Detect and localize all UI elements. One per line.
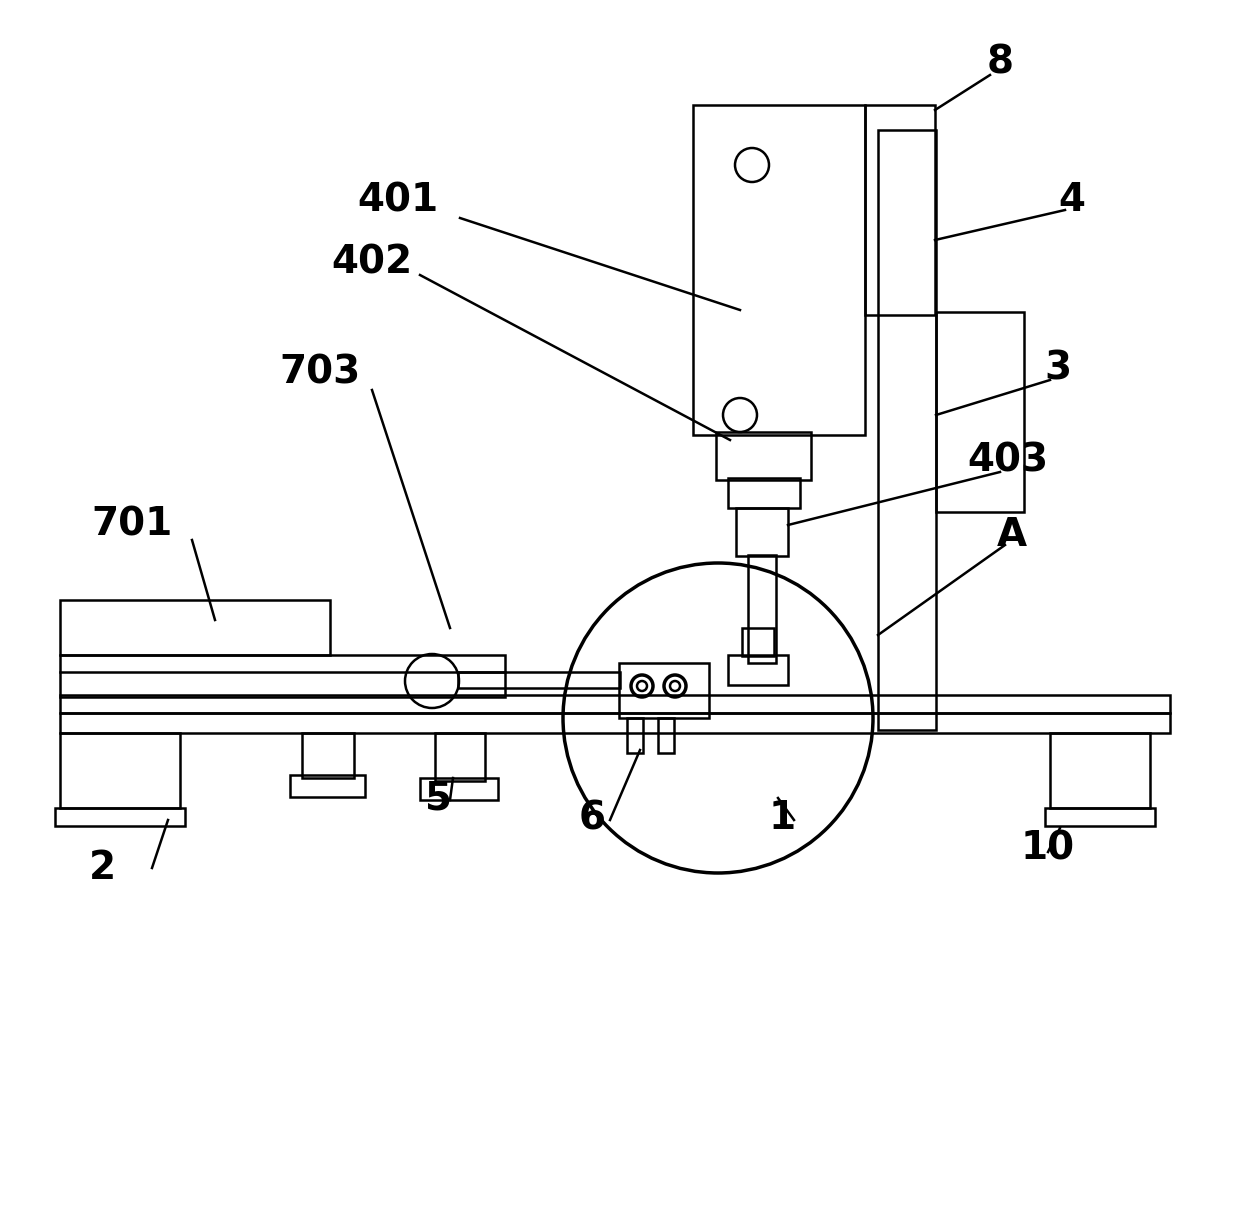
Bar bbox=[737, 508, 787, 557]
Text: 2: 2 bbox=[88, 849, 115, 887]
Text: 401: 401 bbox=[357, 182, 439, 219]
Bar bbox=[420, 778, 498, 800]
Bar bbox=[748, 555, 776, 663]
Bar bbox=[290, 774, 365, 797]
Text: 4: 4 bbox=[1059, 182, 1085, 219]
Bar bbox=[1050, 733, 1149, 808]
Bar bbox=[728, 655, 787, 685]
Bar bbox=[60, 695, 1171, 713]
Text: A: A bbox=[997, 515, 1027, 554]
Bar bbox=[60, 655, 505, 697]
Bar bbox=[435, 733, 485, 780]
Bar bbox=[55, 808, 185, 826]
Bar bbox=[60, 713, 1171, 733]
Text: 701: 701 bbox=[92, 506, 172, 544]
Text: 703: 703 bbox=[279, 353, 361, 391]
Text: 6: 6 bbox=[579, 799, 605, 837]
Text: 3: 3 bbox=[1044, 348, 1071, 387]
Text: 403: 403 bbox=[967, 440, 1049, 479]
Text: 5: 5 bbox=[424, 779, 451, 817]
Bar bbox=[742, 628, 774, 656]
Bar bbox=[878, 129, 936, 730]
Bar bbox=[866, 105, 935, 315]
Text: 10: 10 bbox=[1021, 829, 1075, 868]
Bar bbox=[728, 478, 800, 508]
Bar bbox=[715, 432, 811, 480]
Bar bbox=[1045, 808, 1154, 826]
Bar bbox=[693, 105, 866, 436]
Bar bbox=[303, 733, 353, 778]
Text: 402: 402 bbox=[331, 243, 413, 281]
Bar bbox=[627, 718, 644, 753]
Bar bbox=[60, 733, 180, 808]
Bar bbox=[60, 600, 330, 655]
Bar bbox=[458, 672, 620, 688]
Bar bbox=[936, 312, 1024, 512]
Text: 1: 1 bbox=[769, 799, 796, 837]
Bar bbox=[619, 663, 709, 718]
Text: 8: 8 bbox=[987, 44, 1013, 81]
Bar bbox=[658, 718, 675, 753]
